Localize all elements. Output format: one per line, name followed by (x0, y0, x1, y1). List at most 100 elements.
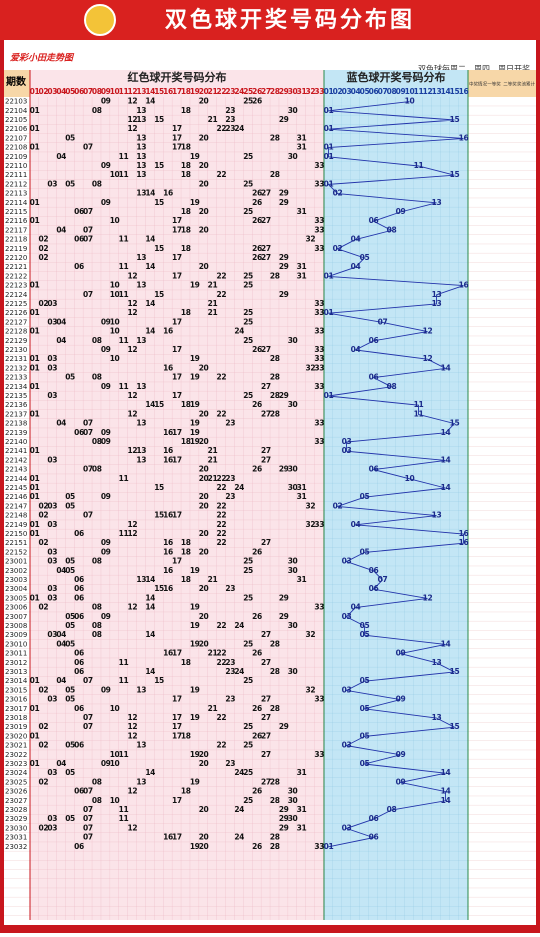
period: 23028 (5, 806, 27, 814)
red-ball: 33 (314, 161, 324, 170)
blue-trend (327, 101, 464, 848)
blue-ball: 13 (432, 658, 442, 667)
red-ball: 17 (172, 796, 182, 805)
period: 22123 (5, 282, 27, 290)
red-col-number: 02 (39, 87, 49, 96)
blue-ball: 14 (441, 796, 451, 805)
red-ball: 22 (217, 520, 227, 529)
red-ball: 14 (145, 189, 155, 198)
period: 22115 (5, 208, 27, 216)
red-ball: 15 (154, 115, 164, 124)
red-ball: 07 (83, 722, 93, 731)
red-ball: 02 (39, 777, 49, 786)
blue-ball: 08 (387, 382, 397, 391)
red-ball: 29 (279, 823, 289, 832)
red-ball: 28 (270, 777, 280, 786)
red-ball: 33 (314, 179, 324, 188)
red-ball: 22 (217, 741, 227, 750)
red-ball: 17 (172, 225, 182, 234)
red-ball: 19 (190, 152, 200, 161)
red-ball: 06 (74, 428, 84, 437)
red-ball: 22 (217, 474, 227, 483)
red-ball: 06 (74, 658, 84, 667)
red-ball: 33 (314, 299, 324, 308)
red-col-number: 16 (163, 87, 173, 96)
period: 22136 (5, 401, 28, 409)
red-ball: 25 (243, 179, 253, 188)
red-ball: 04 (56, 317, 66, 326)
red-ball: 16 (163, 428, 173, 437)
period: 22147 (5, 502, 27, 510)
red-ball: 02 (39, 253, 49, 262)
red-ball: 17 (172, 428, 182, 437)
blue-ball: 03 (342, 823, 352, 832)
red-ball: 10 (110, 317, 120, 326)
period: 22121 (5, 263, 27, 271)
period: 22109 (5, 153, 27, 161)
red-ball: 11 (119, 336, 129, 345)
stats-header: 奖池累计 (517, 81, 535, 88)
red-ball: 13 (136, 152, 146, 161)
red-ball: 17 (172, 391, 182, 400)
blue-ball: 15 (450, 722, 460, 731)
red-ball: 09 (101, 198, 111, 207)
blue-ball: 13 (432, 198, 442, 207)
red-ball: 01 (30, 529, 40, 538)
red-ball: 20 (199, 474, 209, 483)
red-ball: 20 (199, 409, 209, 418)
red-ball: 25 (243, 317, 253, 326)
blue-ball: 01 (324, 106, 334, 115)
red-ball: 01 (30, 124, 40, 133)
red-ball: 03 (47, 584, 57, 593)
red-ball: 01 (30, 354, 40, 363)
red-ball: 27 (261, 538, 271, 547)
red-ball: 09 (101, 382, 111, 391)
red-ball: 07 (83, 290, 93, 299)
blue-ball: 14 (441, 787, 451, 796)
red-ball: 25 (243, 271, 253, 280)
blue-ball: 06 (369, 814, 379, 823)
red-col-number: 28 (270, 87, 280, 96)
period: 23024 (5, 769, 28, 777)
red-ball: 06 (74, 612, 84, 621)
red-ball: 01 (30, 759, 40, 768)
red-col-number: 30 (288, 87, 298, 96)
red-ball: 14 (145, 97, 155, 106)
blue-ball: 03 (342, 446, 352, 455)
red-ball: 15 (154, 400, 164, 409)
content: 01 02 03 04 05 06 07 08 09 10 11 12 13 14 15 16 17 18 19 20… (5, 81, 535, 851)
title: 双色球开奖号码分布图 (165, 7, 415, 33)
red-ball: 03 (47, 823, 57, 832)
red-ball: 07 (83, 428, 93, 437)
red-ball: 17 (172, 271, 182, 280)
period: 22106 (5, 125, 28, 133)
period: 23015 (5, 686, 27, 694)
red-ball: 12 (128, 787, 138, 796)
red-ball: 07 (83, 805, 93, 814)
red-ball: 29 (279, 465, 289, 474)
blue-col-number: 02 (333, 87, 343, 96)
red-ball: 07 (83, 814, 93, 823)
red-ball: 16 (163, 833, 173, 842)
period: 23032 (5, 843, 27, 851)
red-ball: 11 (119, 290, 129, 299)
red-ball: 24 (234, 768, 244, 777)
red-ball: 04 (56, 639, 66, 648)
red-ball: 14 (145, 630, 155, 639)
red-ball: 09 (101, 538, 111, 547)
red-header-bg (30, 70, 324, 97)
red-col-number: 17 (172, 87, 182, 96)
blue-ball: 04 (351, 345, 361, 354)
period: 22144 (5, 475, 28, 483)
red-ball: 33 (314, 345, 324, 354)
red-ball: 11 (119, 235, 129, 244)
red-ball: 20 (199, 97, 209, 106)
red-ball: 07 (83, 419, 93, 428)
red-ball: 27 (261, 409, 271, 418)
red-ball: 12 (128, 115, 138, 124)
red-ball: 10 (110, 281, 120, 290)
red-col-number: 09 (101, 87, 111, 96)
period: 23016 (5, 696, 28, 704)
red-ball: 27 (261, 382, 271, 391)
red-ball: 32 (306, 501, 316, 510)
